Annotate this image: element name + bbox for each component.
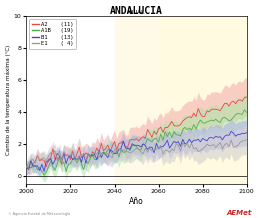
Bar xyxy=(114,16,159,184)
X-axis label: Año: Año xyxy=(129,197,144,206)
Text: AEMet: AEMet xyxy=(227,210,252,216)
Legend: A2    (11), A1B   (19), B1    (13), E1    ( 4): A2 (11), A1B (19), B1 (13), E1 ( 4) xyxy=(29,19,76,49)
Title: ANDALUCIA: ANDALUCIA xyxy=(110,5,163,15)
Bar xyxy=(159,16,247,184)
Y-axis label: Cambio de la temperatura máxima (°C): Cambio de la temperatura máxima (°C) xyxy=(5,45,11,155)
Text: ANUAL: ANUAL xyxy=(127,10,146,15)
Text: © Agencia Estatal de Meteorología: © Agencia Estatal de Meteorología xyxy=(8,212,70,216)
